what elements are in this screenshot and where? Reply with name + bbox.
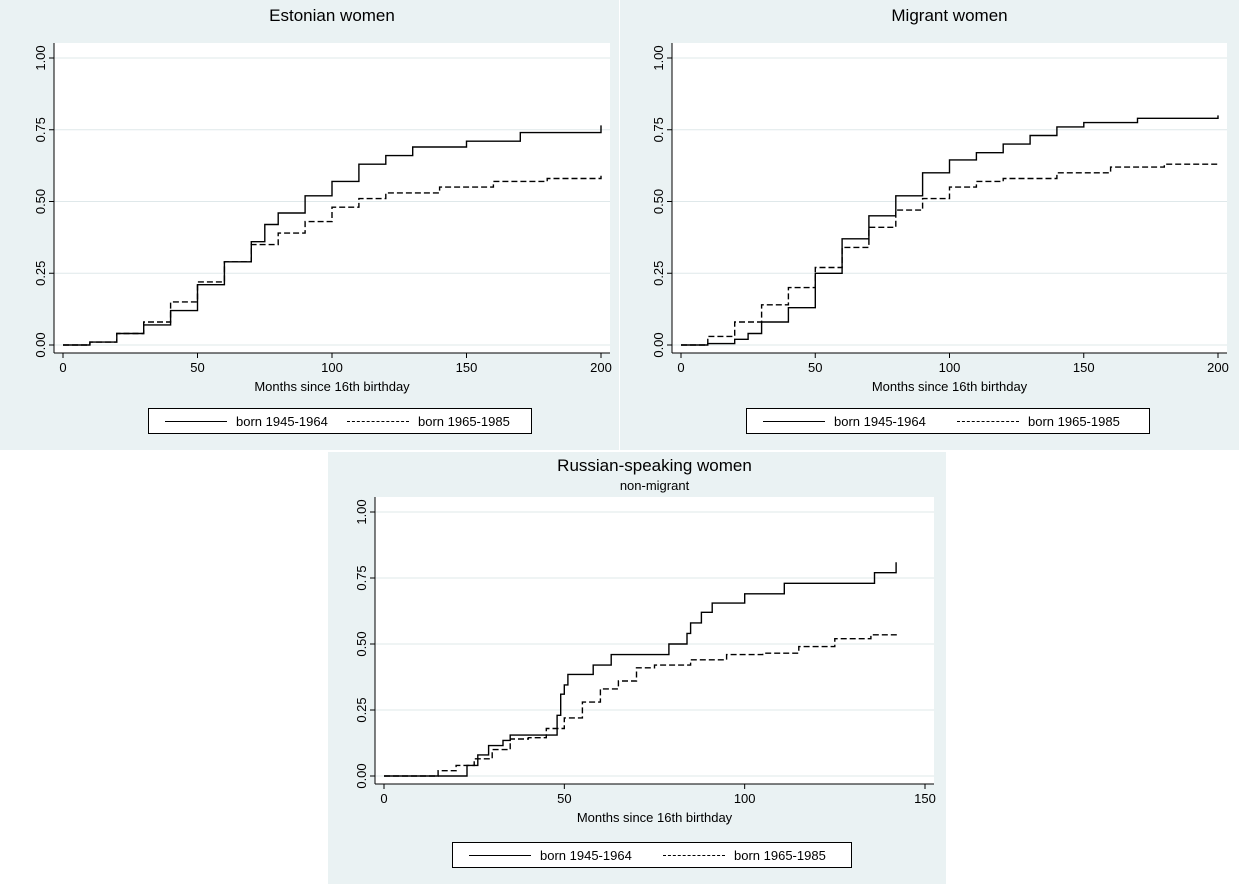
legend-item-born-1965-1985: born 1965-1985 <box>957 409 1120 433</box>
y-tick-label: 0.25 <box>33 261 48 286</box>
y-tick-label: 0.75 <box>651 117 666 142</box>
y-tick-label: 1.00 <box>354 499 369 524</box>
legend-label: born 1945-1964 <box>834 413 926 429</box>
chart-panel-russian-speaking: 0.00 0.25 0.50 0.75 1.00 0 50 100 150 Russian-spe… <box>328 452 946 884</box>
legend-item-born-1945-1964: born 1945-1964 <box>165 409 328 433</box>
chart-title: Migrant women <box>891 6 1007 25</box>
legend-russian-speaking: born 1945-1964 born 1965-1985 <box>452 842 852 868</box>
series-line-born-1945-1964 <box>681 115 1219 346</box>
plot-area <box>54 43 610 353</box>
x-tick-label: 0 <box>677 360 684 375</box>
legend-item-born-1965-1985: born 1965-1985 <box>347 409 510 433</box>
legend-solid-line <box>763 420 825 422</box>
series-line-born-1965-1985 <box>63 175 602 346</box>
y-tick-label: 0.00 <box>651 332 666 357</box>
chart-title: Russian-speaking women <box>557 456 752 475</box>
chart-panel-estonian: 0.00 0.25 0.50 0.75 1.00 0 50 100 150 200 Estonian… <box>0 0 619 450</box>
chart-russian-speaking-women: 0.00 0.25 0.50 0.75 1.00 0 50 100 150 Russian-spe… <box>354 456 936 825</box>
legend-item-born-1945-1964: born 1945-1964 <box>469 843 632 867</box>
x-tick-label: 200 <box>1207 360 1229 375</box>
legend-migrant: born 1945-1964 born 1965-1985 <box>746 408 1150 434</box>
y-tick-label: 0.00 <box>33 332 48 357</box>
x-axis-label: Months since 16th birthday <box>577 810 733 825</box>
series-line-born-1965-1985 <box>681 162 1219 346</box>
legend-label: born 1945-1964 <box>236 413 328 429</box>
legend-dashed-line <box>347 420 409 422</box>
legend-estonian: born 1945-1964 born 1965-1985 <box>148 408 532 434</box>
x-tick-label: 150 <box>456 360 478 375</box>
x-tick-label: 0 <box>59 360 66 375</box>
x-tick-label: 200 <box>590 360 612 375</box>
chart-panel-migrant: 0.00 0.25 0.50 0.75 1.00 0 50 100 150 200 Migrant … <box>620 0 1239 450</box>
legend-solid-line <box>165 420 227 422</box>
y-tick-label: 0.75 <box>33 117 48 142</box>
series-line-born-1945-1964 <box>384 562 897 777</box>
y-tick-label: 1.00 <box>651 45 666 70</box>
y-tick-label: 0.25 <box>651 261 666 286</box>
legend-dashed-line <box>663 854 725 856</box>
y-tick-label: 0.50 <box>651 189 666 214</box>
legend-label: born 1965-1985 <box>418 413 510 429</box>
legend-label: born 1965-1985 <box>734 847 826 863</box>
x-tick-label: 150 <box>1073 360 1095 375</box>
x-tick-label: 100 <box>734 791 756 806</box>
x-tick-label: 100 <box>321 360 343 375</box>
y-tick-label: 0.75 <box>354 565 369 590</box>
y-tick-label: 0.00 <box>354 763 369 788</box>
chart-migrant-women: 0.00 0.25 0.50 0.75 1.00 0 50 100 150 200 Migrant … <box>651 6 1229 394</box>
y-tick-label: 0.50 <box>33 189 48 214</box>
legend-label: born 1965-1985 <box>1028 413 1120 429</box>
y-tick-label: 0.50 <box>354 631 369 656</box>
legend-item-born-1965-1985: born 1965-1985 <box>663 843 826 867</box>
series-line-born-1945-1964 <box>63 125 602 346</box>
x-tick-label: 0 <box>380 791 387 806</box>
chart-subtitle: non-migrant <box>620 478 690 493</box>
chart-title: Estonian women <box>269 6 395 25</box>
legend-dashed-line <box>957 420 1019 422</box>
chart-estonian-women: 0.00 0.25 0.50 0.75 1.00 0 50 100 150 200 Estonian… <box>33 6 612 394</box>
x-tick-label: 50 <box>808 360 822 375</box>
x-axis-label: Months since 16th birthday <box>872 379 1028 394</box>
x-tick-label: 150 <box>914 791 936 806</box>
plot-area <box>375 497 934 784</box>
y-tick-label: 0.25 <box>354 697 369 722</box>
legend-item-born-1945-1964: born 1945-1964 <box>763 409 926 433</box>
y-tick-label: 1.00 <box>33 45 48 70</box>
legend-solid-line <box>469 854 531 856</box>
series-line-born-1965-1985 <box>384 633 897 777</box>
x-tick-label: 100 <box>939 360 961 375</box>
x-tick-label: 50 <box>190 360 204 375</box>
x-axis-label: Months since 16th birthday <box>254 379 410 394</box>
x-tick-label: 50 <box>557 791 571 806</box>
legend-label: born 1945-1964 <box>540 847 632 863</box>
